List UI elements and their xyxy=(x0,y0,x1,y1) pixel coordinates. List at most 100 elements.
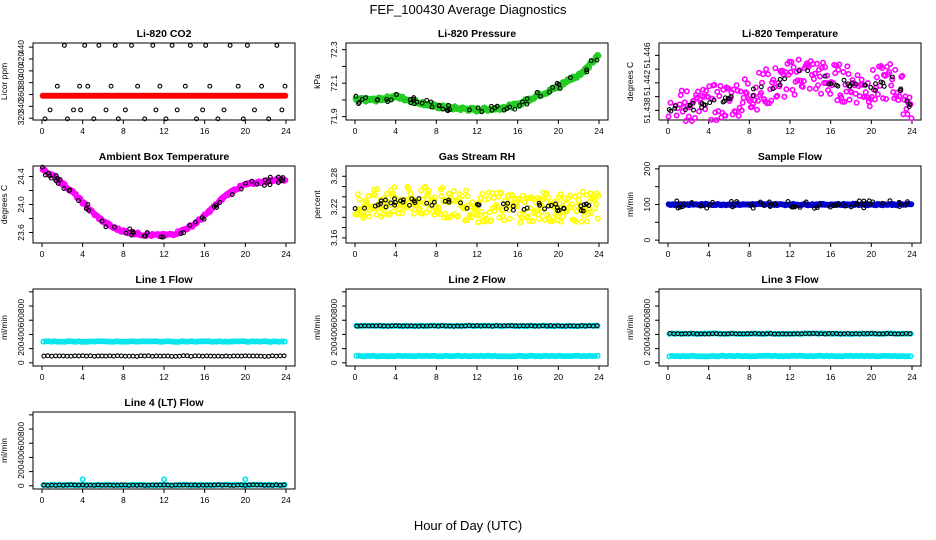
data-point xyxy=(446,197,452,203)
data-point xyxy=(529,218,536,225)
data-point xyxy=(258,353,264,359)
data-point xyxy=(464,205,470,211)
data-point xyxy=(158,234,164,240)
data-point xyxy=(750,86,756,92)
data-point xyxy=(446,199,452,205)
data-point xyxy=(785,199,791,204)
x-tick-label: 20 xyxy=(867,372,877,382)
data-point xyxy=(715,330,722,337)
data-point xyxy=(82,42,88,48)
data-point xyxy=(282,83,288,89)
data-point xyxy=(904,199,910,205)
data-point xyxy=(823,80,830,87)
data-point xyxy=(86,338,93,345)
data-point xyxy=(858,330,865,337)
data-point xyxy=(557,85,563,91)
data-point xyxy=(371,186,378,193)
data-point xyxy=(119,338,126,345)
data-point xyxy=(270,338,277,345)
data-point xyxy=(717,352,724,359)
data-point xyxy=(806,85,813,92)
data-point xyxy=(373,211,380,218)
data-point xyxy=(135,83,141,89)
data-point xyxy=(862,89,869,96)
data-point xyxy=(811,70,818,77)
y-tick-label: 24.4 xyxy=(16,168,26,185)
y-tick-label: 24.0 xyxy=(16,196,26,213)
data-point xyxy=(818,64,825,71)
data-point xyxy=(550,84,556,90)
data-point xyxy=(767,204,773,209)
data-point xyxy=(372,203,378,209)
data-point xyxy=(254,181,260,187)
x-tick-label: 0 xyxy=(666,249,671,259)
data-point xyxy=(869,67,876,74)
data-point xyxy=(510,322,517,329)
data-point xyxy=(801,353,808,360)
data-point xyxy=(390,208,397,215)
data-point xyxy=(758,352,765,359)
data-point xyxy=(388,200,394,206)
data-point xyxy=(545,203,551,209)
data-point xyxy=(839,330,846,337)
data-point xyxy=(823,352,830,359)
chart-title: Li-820 CO2 xyxy=(137,28,192,40)
data-point xyxy=(814,205,820,211)
data-point xyxy=(410,210,417,217)
chart-title: Line 1 Flow xyxy=(135,274,193,286)
data-point xyxy=(461,352,468,359)
data-point xyxy=(862,82,868,88)
panel-8: Line 3 Flow ml/min 0 4 8 12 16 20 24 0 20040060080… xyxy=(625,274,922,382)
data-point xyxy=(162,338,169,345)
data-point xyxy=(578,203,584,209)
data-point xyxy=(841,77,847,83)
data-point xyxy=(490,195,497,202)
y-tick-label: 51.442 xyxy=(642,70,652,96)
data-point xyxy=(800,78,807,85)
data-point xyxy=(383,322,390,329)
data-point xyxy=(842,203,848,209)
data-point xyxy=(75,338,82,345)
data-point xyxy=(758,79,765,86)
data-point xyxy=(108,338,115,345)
data-point xyxy=(517,103,522,109)
data-point xyxy=(268,338,275,345)
data-point xyxy=(55,175,61,181)
data-point xyxy=(366,352,373,359)
data-point xyxy=(594,323,600,329)
x-tick-label: 4 xyxy=(393,249,398,259)
data-point xyxy=(678,87,685,94)
data-point xyxy=(709,352,716,359)
x-tick-label: 8 xyxy=(747,372,752,382)
data-point xyxy=(765,71,772,78)
data-point xyxy=(165,338,172,345)
data-point xyxy=(691,107,696,113)
data-point xyxy=(553,353,560,360)
data-point xyxy=(879,95,886,102)
data-point xyxy=(907,102,913,108)
data-point xyxy=(424,190,431,197)
data-point xyxy=(445,353,452,360)
data-point xyxy=(235,338,242,345)
data-point xyxy=(496,214,503,221)
data-point xyxy=(853,202,859,207)
data-point xyxy=(580,188,587,195)
data-point xyxy=(416,196,422,202)
data-point xyxy=(61,338,68,345)
data-point xyxy=(281,482,287,488)
data-point xyxy=(216,481,223,488)
data-point xyxy=(797,77,804,84)
data-point xyxy=(888,353,895,360)
data-point xyxy=(680,204,685,210)
data-point xyxy=(61,42,67,48)
data-point xyxy=(475,219,482,226)
data-point xyxy=(794,77,801,84)
data-point xyxy=(672,105,678,111)
data-point xyxy=(572,352,579,359)
data-point xyxy=(700,86,707,93)
data-point xyxy=(55,180,61,186)
data-point xyxy=(768,97,775,104)
data-point xyxy=(787,69,794,76)
series-group xyxy=(352,51,602,115)
data-point xyxy=(819,59,826,66)
